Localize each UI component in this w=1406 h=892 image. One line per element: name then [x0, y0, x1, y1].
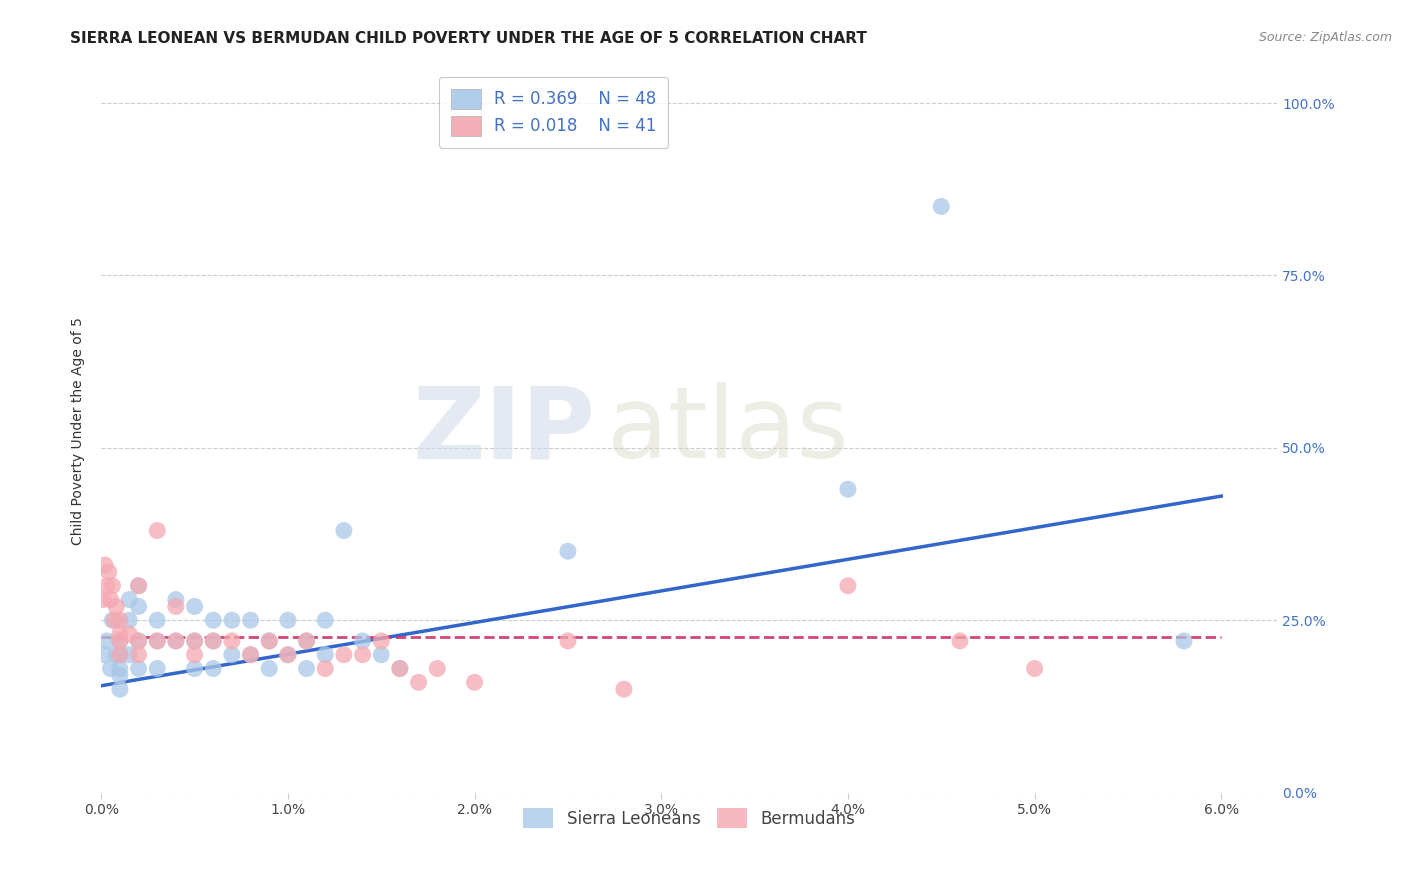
Sierra Leoneans: [108, 634, 131, 648]
Sierra Leoneans: [314, 648, 336, 662]
Bermudans: [146, 634, 169, 648]
Bermudans: [352, 648, 374, 662]
Bermudans: [183, 634, 205, 648]
Y-axis label: Child Poverty Under the Age of 5: Child Poverty Under the Age of 5: [72, 317, 86, 544]
Bermudans: [408, 675, 430, 690]
Sierra Leoneans: [96, 634, 118, 648]
Sierra Leoneans: [108, 661, 131, 675]
Sierra Leoneans: [128, 599, 150, 614]
Bermudans: [146, 524, 169, 538]
Sierra Leoneans: [183, 599, 205, 614]
Sierra Leoneans: [105, 648, 128, 662]
Sierra Leoneans: [118, 592, 141, 607]
Sierra Leoneans: [277, 613, 299, 627]
Text: SIERRA LEONEAN VS BERMUDAN CHILD POVERTY UNDER THE AGE OF 5 CORRELATION CHART: SIERRA LEONEAN VS BERMUDAN CHILD POVERTY…: [70, 31, 868, 46]
Sierra Leoneans: [101, 613, 124, 627]
Sierra Leoneans: [100, 661, 122, 675]
Sierra Leoneans: [837, 482, 859, 496]
Bermudans: [557, 634, 579, 648]
Sierra Leoneans: [257, 634, 280, 648]
Bermudans: [295, 634, 318, 648]
Sierra Leoneans: [221, 648, 243, 662]
Bermudans: [165, 634, 187, 648]
Bermudans: [464, 675, 486, 690]
Text: Source: ZipAtlas.com: Source: ZipAtlas.com: [1258, 31, 1392, 45]
Sierra Leoneans: [221, 613, 243, 627]
Bermudans: [100, 592, 122, 607]
Sierra Leoneans: [239, 613, 262, 627]
Bermudans: [613, 682, 636, 697]
Sierra Leoneans: [239, 648, 262, 662]
Bermudans: [165, 599, 187, 614]
Sierra Leoneans: [108, 682, 131, 697]
Sierra Leoneans: [128, 661, 150, 675]
Bermudans: [239, 648, 262, 662]
Bermudans: [103, 613, 125, 627]
Sierra Leoneans: [183, 661, 205, 675]
Sierra Leoneans: [388, 661, 411, 675]
Sierra Leoneans: [118, 613, 141, 627]
Bermudans: [370, 634, 392, 648]
Bermudans: [94, 558, 117, 572]
Bermudans: [97, 565, 120, 579]
Bermudans: [426, 661, 449, 675]
Sierra Leoneans: [165, 592, 187, 607]
Bermudans: [183, 648, 205, 662]
Bermudans: [128, 648, 150, 662]
Sierra Leoneans: [929, 199, 952, 213]
Sierra Leoneans: [370, 648, 392, 662]
Bermudans: [118, 627, 141, 641]
Bermudans: [314, 661, 336, 675]
Sierra Leoneans: [202, 661, 225, 675]
Sierra Leoneans: [108, 668, 131, 682]
Sierra Leoneans: [352, 634, 374, 648]
Bermudans: [96, 579, 118, 593]
Text: atlas: atlas: [607, 382, 849, 479]
Sierra Leoneans: [257, 661, 280, 675]
Bermudans: [1024, 661, 1046, 675]
Sierra Leoneans: [128, 579, 150, 593]
Sierra Leoneans: [295, 661, 318, 675]
Bermudans: [108, 627, 131, 641]
Bermudans: [388, 661, 411, 675]
Bermudans: [221, 634, 243, 648]
Text: ZIP: ZIP: [412, 382, 595, 479]
Sierra Leoneans: [277, 648, 299, 662]
Bermudans: [949, 634, 972, 648]
Sierra Leoneans: [128, 634, 150, 648]
Bermudans: [257, 634, 280, 648]
Sierra Leoneans: [202, 613, 225, 627]
Sierra Leoneans: [146, 661, 169, 675]
Sierra Leoneans: [108, 648, 131, 662]
Sierra Leoneans: [333, 524, 356, 538]
Bermudans: [101, 579, 124, 593]
Bermudans: [105, 599, 128, 614]
Bermudans: [108, 634, 131, 648]
Bermudans: [91, 592, 114, 607]
Sierra Leoneans: [1173, 634, 1195, 648]
Sierra Leoneans: [118, 648, 141, 662]
Bermudans: [108, 648, 131, 662]
Sierra Leoneans: [165, 634, 187, 648]
Sierra Leoneans: [557, 544, 579, 558]
Sierra Leoneans: [146, 634, 169, 648]
Bermudans: [277, 648, 299, 662]
Sierra Leoneans: [146, 613, 169, 627]
Sierra Leoneans: [183, 634, 205, 648]
Bermudans: [128, 579, 150, 593]
Bermudans: [333, 648, 356, 662]
Sierra Leoneans: [295, 634, 318, 648]
Bermudans: [202, 634, 225, 648]
Bermudans: [108, 613, 131, 627]
Bermudans: [128, 634, 150, 648]
Sierra Leoneans: [314, 613, 336, 627]
Sierra Leoneans: [202, 634, 225, 648]
Legend: Sierra Leoneans, Bermudans: Sierra Leoneans, Bermudans: [516, 801, 862, 835]
Bermudans: [837, 579, 859, 593]
Sierra Leoneans: [94, 648, 117, 662]
